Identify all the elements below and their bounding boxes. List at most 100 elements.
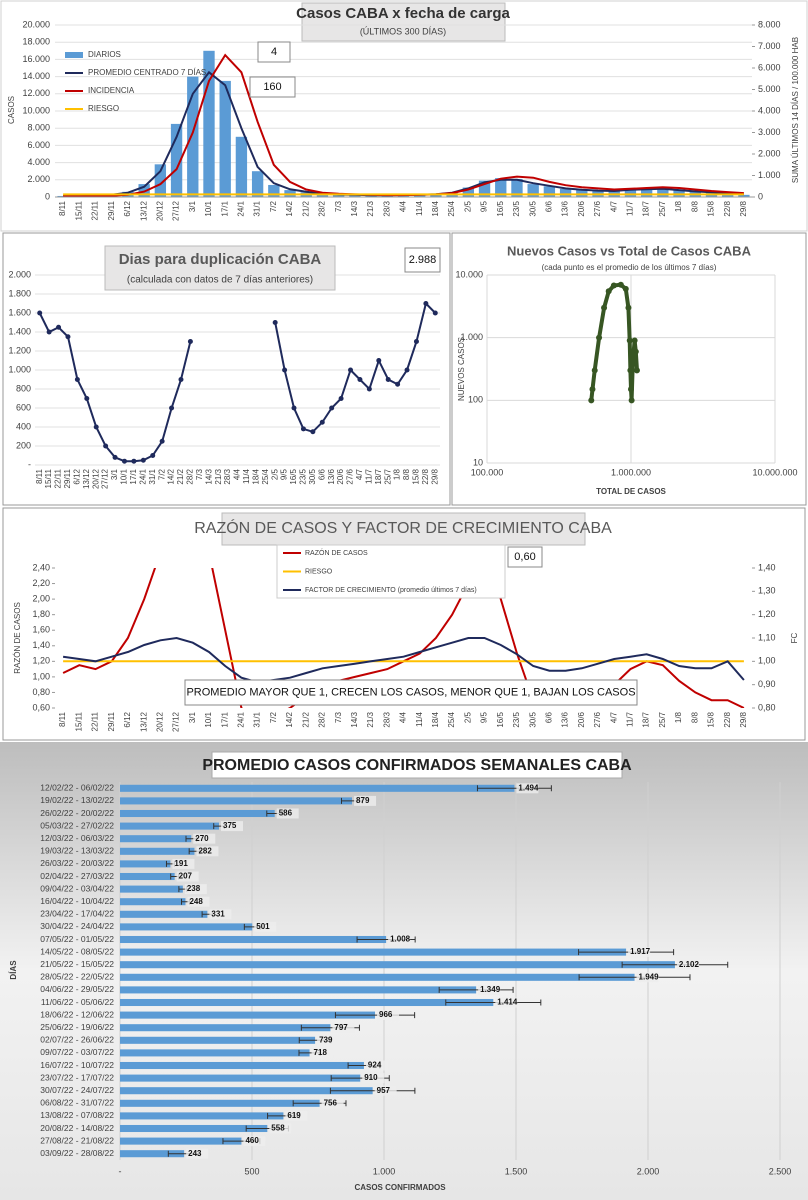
y-tick-label: - <box>28 459 31 469</box>
y-tick-label: 09/07/22 - 03/07/22 <box>40 1047 114 1057</box>
bar <box>120 1099 320 1107</box>
chart-doubling: - 200 400 600 800 1.000 1.200 1.400 1.600 1.800 2.… <box>8 245 441 489</box>
label-bg <box>276 808 299 819</box>
value-label: 238 <box>187 884 201 893</box>
panel <box>0 742 808 1200</box>
title-box <box>221 512 586 546</box>
x-tick-label: 7/2 <box>269 200 278 212</box>
y-tick-label: 28/05/22 - 22/05/22 <box>40 972 114 982</box>
x-tick-label: 17/1 <box>129 468 138 484</box>
bar <box>120 935 387 944</box>
y-tick-label: 23/04/22 - 17/04/22 <box>40 909 114 919</box>
value-label: 460 <box>245 1136 259 1145</box>
x-tick-label: 13/12 <box>139 711 148 732</box>
x-tick-label: 3/1 <box>188 200 197 212</box>
y-tick-label: 1,30 <box>758 586 776 596</box>
x-tick-label: 2/5 <box>463 711 472 723</box>
bar <box>332 194 345 197</box>
chart-title: RAZÓN DE CASOS Y FACTOR DE CRECIMIENTO C… <box>194 518 612 537</box>
bar <box>120 1036 316 1044</box>
x-tick-label: 11/7 <box>626 711 635 727</box>
bar <box>478 180 491 197</box>
x-tick-label: 23/5 <box>512 200 521 216</box>
annotation: 0,60 <box>514 551 535 563</box>
y-tick-label: 1,20 <box>758 609 776 619</box>
point <box>413 339 419 344</box>
x-tick-label: 2.500 <box>769 1166 792 1176</box>
legend-label: PROMEDIO CENTRADO 7 DÍAS <box>88 68 206 77</box>
x-tick-label: 6/12 <box>72 468 81 484</box>
x-tick-label: 21/2 <box>176 468 185 484</box>
bar <box>203 50 215 197</box>
bar <box>120 1024 331 1032</box>
y-tick-label: 11/06/22 - 05/06/22 <box>41 997 114 1007</box>
error-bar <box>476 785 552 792</box>
bar <box>187 76 199 197</box>
value-label: 718 <box>314 1048 328 1057</box>
x-tick-label: 25/7 <box>658 200 667 216</box>
x-tick-label: 11/4 <box>242 468 251 484</box>
label-bg <box>209 909 232 920</box>
value-label: 957 <box>377 1086 391 1095</box>
y-tick-label: 0,80 <box>32 687 50 697</box>
x-tick-label: 22/8 <box>723 711 732 727</box>
y-tick-label: 5.000 <box>758 84 781 94</box>
x-tick-label: 10.000.000 <box>752 467 797 477</box>
point <box>366 386 372 392</box>
bar <box>120 1049 310 1057</box>
x-tick-label: 13/6 <box>327 468 336 484</box>
bar <box>120 835 192 843</box>
x-tick-label: 28/3 <box>382 711 391 727</box>
x-tick-label: 29/11 <box>107 711 116 731</box>
bar <box>120 1112 284 1120</box>
x-tick-label: 11/7 <box>364 468 373 484</box>
y-tick-label: 25/06/22 - 19/06/22 <box>40 1022 114 1032</box>
annotation-box <box>249 76 296 98</box>
x-tick-label: 25/7 <box>658 711 667 727</box>
x-tick-label: 13/12 <box>139 200 148 221</box>
legend-label: RAZÓN DE CASOS <box>305 548 368 557</box>
x-tick-label: 10/1 <box>120 468 129 484</box>
value-label: 1.008 <box>390 935 411 944</box>
point <box>272 320 278 325</box>
x-tick-label: 29/11 <box>107 200 116 220</box>
point <box>423 301 429 306</box>
x-tick-label: 14/3 <box>204 468 213 484</box>
x-tick-label: 1.500 <box>505 1166 528 1176</box>
bar <box>120 948 627 956</box>
annotation-box <box>257 41 291 63</box>
x-axis-title: CASOS CONFIRMADOS <box>354 1183 446 1192</box>
y-tick-label: 7.000 <box>758 41 781 51</box>
bar <box>219 80 231 197</box>
x-tick-label: 25/4 <box>261 468 270 484</box>
bar <box>462 187 475 197</box>
y-tick-label: 1,40 <box>32 640 50 650</box>
x-tick-label: 8/8 <box>690 711 699 723</box>
x-tick-label: 21/2 <box>301 200 310 216</box>
x-tick-label: 3/1 <box>110 468 119 480</box>
label-bg <box>676 959 699 970</box>
y-tick-label: 400 <box>16 421 31 431</box>
point <box>395 381 401 387</box>
bar <box>120 898 186 906</box>
y-tick-label: 6.000 <box>27 140 50 150</box>
y-tick-label: 26/02/22 - 20/02/22 <box>40 808 114 818</box>
annotation: 160 <box>263 81 281 93</box>
x-tick-label: 27/6 <box>593 200 602 216</box>
value-label: 375 <box>223 821 237 830</box>
value-label: 282 <box>198 846 212 855</box>
y-tick-label: 18.000 <box>22 37 50 47</box>
bar <box>120 961 675 969</box>
y-tick-label: 4.000 <box>758 105 781 115</box>
bar <box>527 184 539 197</box>
title-box <box>211 751 623 779</box>
y-tick-label: 1,60 <box>32 625 50 635</box>
value-label: 1.494 <box>518 783 539 792</box>
x-tick-label: 21/3 <box>366 200 375 216</box>
bar <box>154 164 167 197</box>
x-tick-label: 6/12 <box>123 200 132 216</box>
label-bg <box>172 858 195 869</box>
label-bg <box>374 1085 397 1096</box>
x-tick-label: 20/6 <box>577 200 586 216</box>
